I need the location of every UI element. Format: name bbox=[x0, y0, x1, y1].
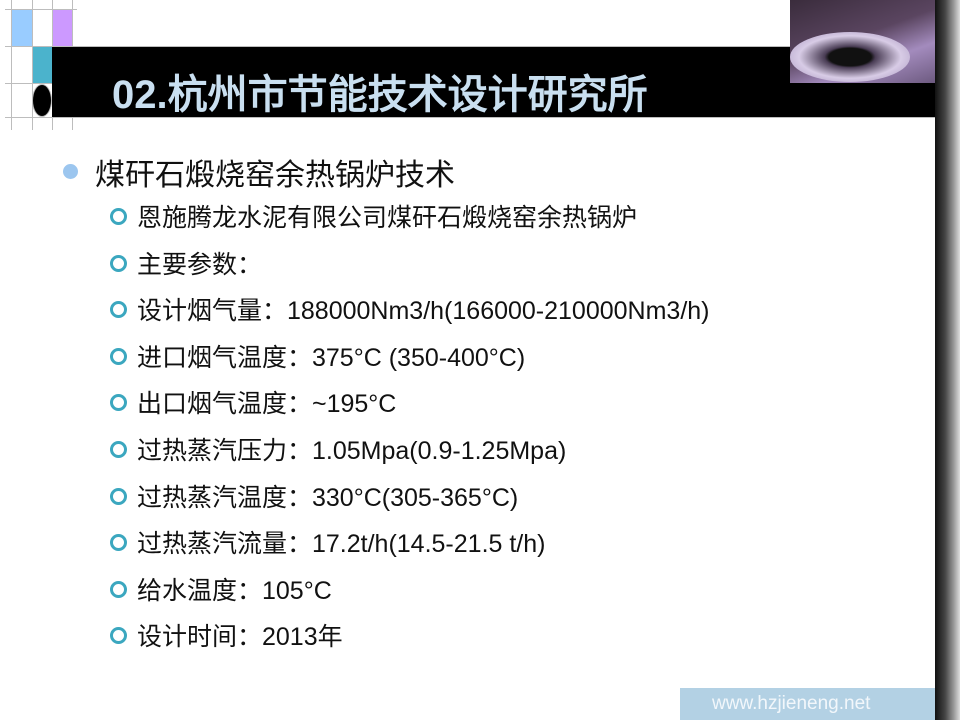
ring-bullet-icon bbox=[110, 441, 127, 458]
ring-bullet-icon bbox=[110, 301, 127, 319]
grid-line bbox=[11, 0, 12, 130]
decor-square-teal bbox=[33, 47, 52, 83]
list-item: 主要参数： bbox=[137, 250, 263, 279]
footer-banner: www.hzjieneng.net bbox=[680, 688, 935, 720]
ring-bullet-icon bbox=[110, 487, 127, 505]
list-item: 恩施腾龙水泥有限公司煤矸石煅烧窑余热锅炉 bbox=[137, 204, 638, 232]
list-item: 进口烟气温度：375°C (350-400°C) bbox=[137, 343, 526, 372]
ring-bullet-icon bbox=[110, 208, 127, 225]
list-item: 设计烟气量：188000Nm3/h(166000-210000Nm3/h) bbox=[137, 297, 710, 326]
footer-url: www.hzjieneng.net bbox=[712, 693, 871, 714]
ring-bullet-icon bbox=[110, 627, 127, 645]
list-item: 出口烟气温度：~195°C bbox=[137, 390, 397, 419]
grid-line bbox=[32, 0, 33, 130]
title-bar bbox=[52, 47, 935, 117]
list-item: 给水温度：105°C bbox=[137, 576, 332, 605]
heading-bullet: 煤矸石煅烧窑余热锅炉技术 bbox=[95, 159, 455, 192]
list-item: 过热蒸汽流量：17.2t/h(14.5-21.5 t/h) bbox=[137, 530, 546, 559]
list-item: 过热蒸汽温度：330°C(305-365°C) bbox=[137, 483, 519, 512]
grid-line bbox=[5, 117, 935, 118]
ring-bullet-icon bbox=[110, 580, 127, 598]
ring-bullet-icon bbox=[110, 347, 127, 365]
list-item: 设计时间：2013年 bbox=[137, 623, 343, 652]
ring-bullet-icon bbox=[110, 254, 127, 272]
ring-bullet-icon bbox=[110, 394, 127, 412]
list-item: 过热蒸汽压力：1.05Mpa(0.9-1.25Mpa) bbox=[137, 437, 567, 465]
decor-circle bbox=[32, 84, 52, 117]
bullet-dot-icon bbox=[63, 164, 78, 179]
decor-photo bbox=[790, 0, 935, 83]
grid-line bbox=[5, 9, 77, 10]
decor-square-purple bbox=[53, 10, 72, 46]
ring-bullet-icon bbox=[110, 534, 127, 552]
right-edge-shadow bbox=[935, 0, 960, 720]
grid-line bbox=[5, 46, 935, 47]
decor-square-light-blue bbox=[12, 10, 32, 46]
slide-title: 02.杭州市节能技术设计研究所 bbox=[112, 73, 648, 117]
